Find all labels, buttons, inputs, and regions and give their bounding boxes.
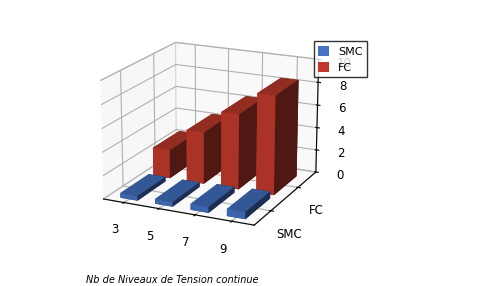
Legend: SMC, FC: SMC, FC — [314, 41, 367, 78]
Text: Nb de Niveaux de Tension continue: Nb de Niveaux de Tension continue — [86, 275, 258, 285]
